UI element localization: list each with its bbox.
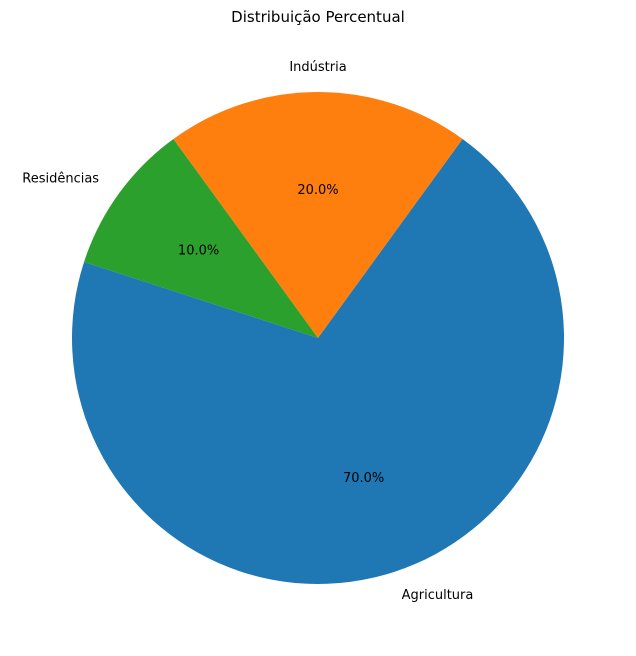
pct-label-industria: 20.0% <box>297 183 338 198</box>
chart-title: Distribuição Percentual <box>231 8 405 26</box>
pie-slice-residencias <box>84 138 318 338</box>
pie-slices <box>72 92 564 585</box>
pie-slice-agricultura <box>72 138 564 585</box>
slice-label-residencias: Residências <box>22 171 99 186</box>
slice-label-industria: Indústria <box>289 60 346 75</box>
pct-label-residencias: 10.0% <box>178 244 219 259</box>
slice-label-agricultura: Agricultura <box>402 588 474 603</box>
pie-slice-industria <box>173 92 463 338</box>
pie-labels: Indústria 20.0% Residências 10.0% Agricultur… <box>22 60 473 603</box>
pct-label-agricultura: 70.0% <box>343 471 384 486</box>
